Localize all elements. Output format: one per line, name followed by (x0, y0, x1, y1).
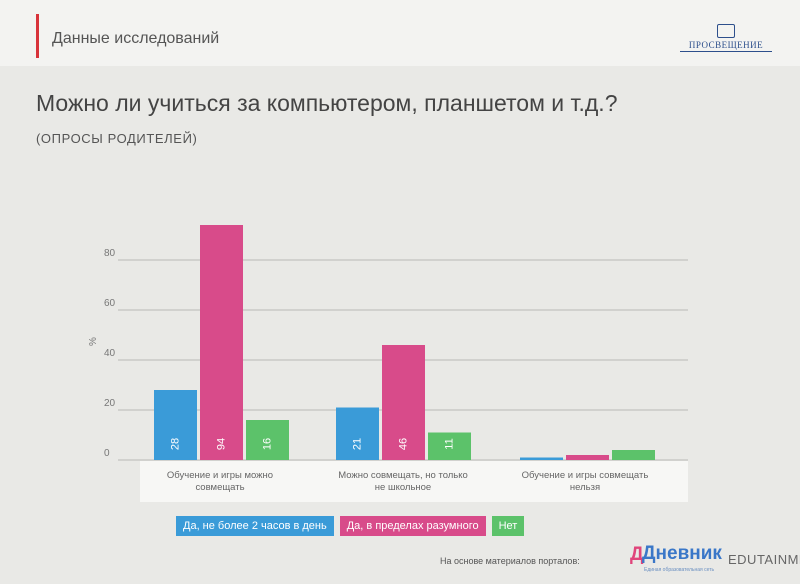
y-axis-label: % (88, 337, 99, 346)
chart-legend: Да, не более 2 часов в день Да, в предел… (176, 516, 525, 536)
bar (612, 450, 655, 460)
y-tick-label: 40 (104, 348, 116, 359)
x-category-label: совмещать (195, 482, 244, 493)
bar (336, 407, 379, 460)
legend-item-reasonable: Да, в пределах разумного (339, 516, 486, 536)
bar-value-label: 21 (351, 438, 363, 450)
dnevnik-logo: Д Дневник Единая образовательная сеть (630, 543, 722, 579)
bar (154, 390, 197, 460)
page-subtitle: (ОПРОСЫ РОДИТЕЛЕЙ) (36, 131, 198, 146)
legend-item-limited: Да, не более 2 часов в день (176, 516, 334, 536)
prosveshchenie-logo: ПРОСВЕЩЕНИЕ (680, 24, 772, 52)
header-bar: Данные исследований ПРОСВЕЩЕНИЕ (0, 0, 800, 66)
dnevnik-hand-icon: Д (630, 544, 644, 565)
bar (566, 455, 609, 460)
logo-text: ПРОСВЕЩЕНИЕ (680, 40, 772, 52)
x-axis-band (140, 461, 688, 502)
bar (382, 345, 425, 460)
bar-value-label: 28 (169, 438, 181, 450)
bar (246, 420, 289, 460)
y-tick-label: 0 (104, 448, 110, 459)
x-category-label: Можно совмещать, но только (338, 470, 468, 481)
source-note: На основе материалов порталов: (440, 556, 580, 566)
bar-value-label: 11 (443, 438, 455, 449)
bar (428, 432, 471, 460)
dnevnik-tagline: Единая образовательная сеть (644, 567, 715, 573)
bar-value-label: 94 (215, 438, 227, 450)
x-category-label: нельзя (570, 482, 600, 493)
x-category-label: Обучение и игры можно (167, 470, 273, 481)
header-accent-line (36, 14, 39, 58)
y-tick-label: 80 (104, 248, 116, 259)
bar-value-label: 16 (261, 438, 273, 450)
x-category-label: не школьное (375, 482, 431, 493)
page-title: Можно ли учиться за компьютером, планшет… (36, 90, 618, 116)
y-tick-label: 20 (104, 398, 116, 409)
section-title: Данные исследований (52, 30, 220, 47)
dnevnik-name: Дневник (642, 543, 722, 564)
x-category-label: Обучение и игры совмещать (522, 470, 649, 481)
book-icon (717, 24, 735, 38)
bar-value-label: 46 (397, 438, 409, 450)
edutainme-logo: EDUTAINME (728, 552, 800, 567)
bar (200, 225, 243, 460)
y-tick-label: 60 (104, 298, 116, 309)
bar (520, 457, 563, 460)
legend-item-no: Нет (491, 516, 525, 536)
